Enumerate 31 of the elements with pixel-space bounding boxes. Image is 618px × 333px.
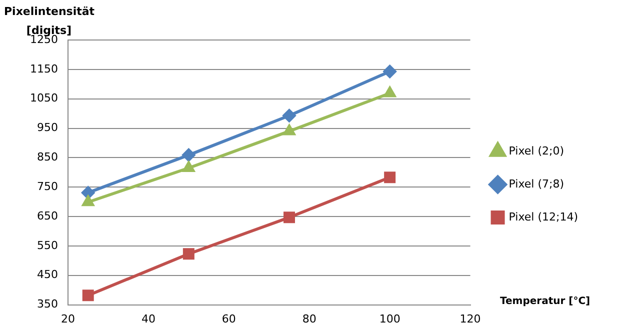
point: [283, 124, 296, 136]
legend-label: Pixel (7;8): [508, 177, 564, 190]
y-tick-label: 1050: [30, 92, 58, 105]
x-tick-label: 100: [379, 312, 400, 326]
x-tick-label: 120: [460, 312, 481, 326]
x-tick-label: 40: [141, 312, 156, 326]
legend-label: Pixel (2;0): [508, 144, 564, 158]
point: [384, 172, 396, 184]
y-tick-label: 750: [36, 180, 58, 193]
y-tick-label: 950: [36, 121, 58, 134]
point: [182, 148, 196, 162]
x-tick-label: 60: [222, 312, 236, 326]
point: [284, 212, 295, 224]
y-tick-label: 450: [36, 268, 58, 282]
y-tick-label: 1150: [30, 62, 58, 76]
point: [82, 196, 94, 206]
legend-label: Pixel (12;14): [508, 210, 578, 224]
y-tick-label: 350: [36, 298, 58, 311]
x-tick-label: 80: [302, 312, 316, 326]
y-tick-label: 650: [36, 209, 58, 222]
x-tick-label: 20: [60, 312, 75, 326]
point: [384, 86, 396, 98]
point: [383, 64, 396, 78]
point: [182, 161, 195, 172]
point: [82, 186, 95, 200]
x-axis-title: Temperatur [°C]: [500, 296, 590, 307]
point: [82, 290, 94, 302]
y-tick-label: 850: [36, 150, 58, 164]
point: [182, 248, 194, 260]
point: [282, 109, 296, 122]
y-tick-label: 550: [36, 238, 58, 252]
